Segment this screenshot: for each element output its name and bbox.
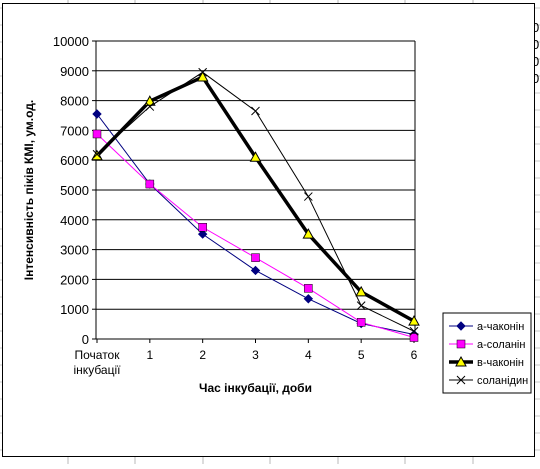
y-tick-label: 8000 (60, 94, 89, 109)
x-tick-label: 4 (305, 348, 312, 362)
legend-item: а-чаконін (449, 321, 524, 333)
data-point (303, 192, 313, 201)
y-tick-label: 4000 (60, 213, 89, 228)
legend-label: в-чаконін (477, 357, 524, 369)
data-point (455, 355, 467, 367)
y-tick-label: 6000 (60, 153, 89, 168)
series-lines (91, 67, 420, 342)
x-tick-label: 6 (411, 348, 418, 362)
x-tick-label: 5 (358, 348, 365, 362)
data-point (356, 301, 366, 310)
legend-item: в-чаконін (449, 355, 524, 369)
data-point (304, 284, 313, 293)
legend-item: соланідин (449, 375, 528, 387)
y-tick-label: 5000 (60, 183, 89, 198)
data-point (197, 229, 208, 239)
data-point (356, 318, 366, 327)
data-point (92, 109, 102, 119)
data-point (145, 179, 155, 189)
sheet-cell-text: 0 (532, 20, 539, 35)
sheet-cell-text: 0 (532, 71, 539, 86)
y-tick-label: 10000 (53, 34, 89, 49)
data-point (302, 228, 315, 239)
data-point (409, 326, 419, 336)
x-tick-label: 2 (199, 348, 206, 362)
x-axis-title: Час інкубації, доби (199, 381, 312, 395)
sheet-cell-text: 0 (532, 37, 539, 52)
y-axis-ticks: 0 1000 2000 3000 4000 5000 6000 7000 8000 9000 100… (53, 34, 96, 347)
data-point (196, 71, 209, 82)
y-axis-title: Інтенсивність піків КМІ, ум.од. (22, 100, 36, 280)
line-chart: 0 1000 2000 3000 4000 5000 6000 7000 8000 9000 100… (22, 34, 532, 395)
data-point (409, 333, 419, 342)
legend-item: а-соланін (449, 339, 525, 351)
y-tick-label: 7000 (60, 123, 89, 138)
y-tick-label: 2000 (60, 272, 89, 287)
data-point (198, 67, 208, 77)
series-square (92, 129, 419, 342)
x-tick-label: 1 (146, 348, 153, 362)
data-point (456, 375, 466, 385)
series-triangle (91, 71, 420, 326)
data-point (251, 253, 260, 262)
data-point (92, 149, 102, 159)
legend-label: а-чаконін (477, 321, 524, 333)
data-point (92, 129, 102, 139)
data-point (145, 102, 155, 111)
y-tick-label: 0 (82, 332, 89, 347)
y-tick-label: 9000 (60, 64, 89, 79)
y-tick-label: 3000 (60, 243, 89, 258)
data-point (250, 265, 261, 276)
legend-label: соланідин (477, 375, 528, 387)
data-point (143, 95, 156, 106)
chart-frame[interactable]: 0 1000 2000 3000 4000 5000 6000 7000 8000 9000 100… (2, 3, 535, 457)
data-point (91, 149, 103, 161)
x-tick-label: 3 (252, 348, 259, 362)
data-point (456, 321, 466, 331)
data-point (249, 151, 262, 162)
series-x (92, 67, 419, 336)
data-point (355, 285, 368, 297)
sheet-cell-text: 0 (532, 54, 539, 69)
x-tick-label: інкубації (74, 363, 122, 377)
x-tick-label: Початок (75, 348, 121, 362)
data-point (408, 315, 420, 326)
data-point (198, 223, 207, 232)
legend-label: а-соланін (477, 339, 525, 351)
y-tick-label: 1000 (60, 302, 89, 317)
legend[interactable]: а-чаконін а-соланін в-чаконін соланідин (442, 312, 532, 394)
data-point (251, 106, 260, 116)
data-point (303, 294, 314, 304)
data-point (456, 339, 466, 349)
